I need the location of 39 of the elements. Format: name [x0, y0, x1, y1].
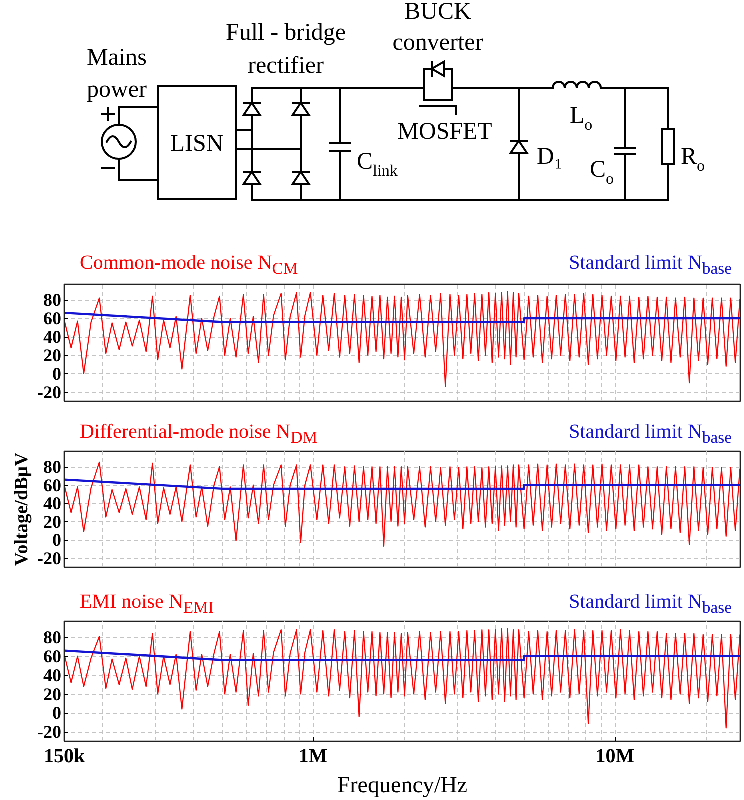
- y-tick-label: 40: [44, 665, 62, 686]
- y-tick-label: 80: [44, 628, 62, 648]
- text: Mains power: [87, 45, 147, 103]
- y-tick-label: -20: [38, 548, 62, 568]
- text: C$_{link}$: [357, 149, 398, 180]
- text: R$_{o}$: [681, 144, 706, 175]
- series-label: Differential-mode noise N$_{DM}$: [80, 420, 318, 447]
- x-tick-label: 150k: [44, 746, 86, 768]
- y-tick-label: 40: [44, 327, 62, 348]
- text: L$_{o}$: [570, 103, 593, 134]
- x-tick-label: 1M: [298, 746, 328, 768]
- y-tick-label: 0: [52, 703, 62, 724]
- y-tick-label: 80: [44, 290, 62, 310]
- series-label: Standard limit N$_{base}$: [569, 590, 732, 617]
- text: C$_{o}$: [590, 157, 614, 188]
- series-label: Standard limit N$_{base}$: [569, 420, 732, 447]
- y-tick-label: 20: [44, 512, 62, 532]
- x-tick-label: 10M: [596, 746, 635, 768]
- series-label: Common-mode noise N$_{CM}$: [80, 252, 298, 278]
- text: Standard limit N$_{base}$: [569, 252, 732, 278]
- text: Full - bridge rectifier: [226, 20, 346, 79]
- y-tick-label: 0: [52, 364, 62, 384]
- y-tick-label: 80: [44, 457, 62, 478]
- y-tick-label: -20: [38, 722, 62, 742]
- text: MOSFET: [398, 119, 493, 145]
- text: BUCK converter: [392, 0, 484, 56]
- y-tick-label: 40: [44, 494, 62, 514]
- y-axis-title: Voltage/dBμV: [12, 452, 33, 566]
- y-tick-label: 20: [44, 345, 62, 366]
- x-axis-title: Frequency/Hz: [337, 772, 468, 798]
- y-tick-label: 60: [44, 308, 62, 329]
- text: D₁: [537, 144, 563, 170]
- y-tick-label: 60: [44, 646, 62, 666]
- y-tick-label: -20: [38, 382, 62, 402]
- text: LISN: [170, 131, 224, 157]
- y-tick-label: 60: [44, 475, 62, 496]
- y-tick-label: 0: [52, 530, 62, 550]
- y-tick-label: 20: [44, 684, 62, 704]
- series-label: EMI noise N$_{EMI}$: [80, 590, 214, 617]
